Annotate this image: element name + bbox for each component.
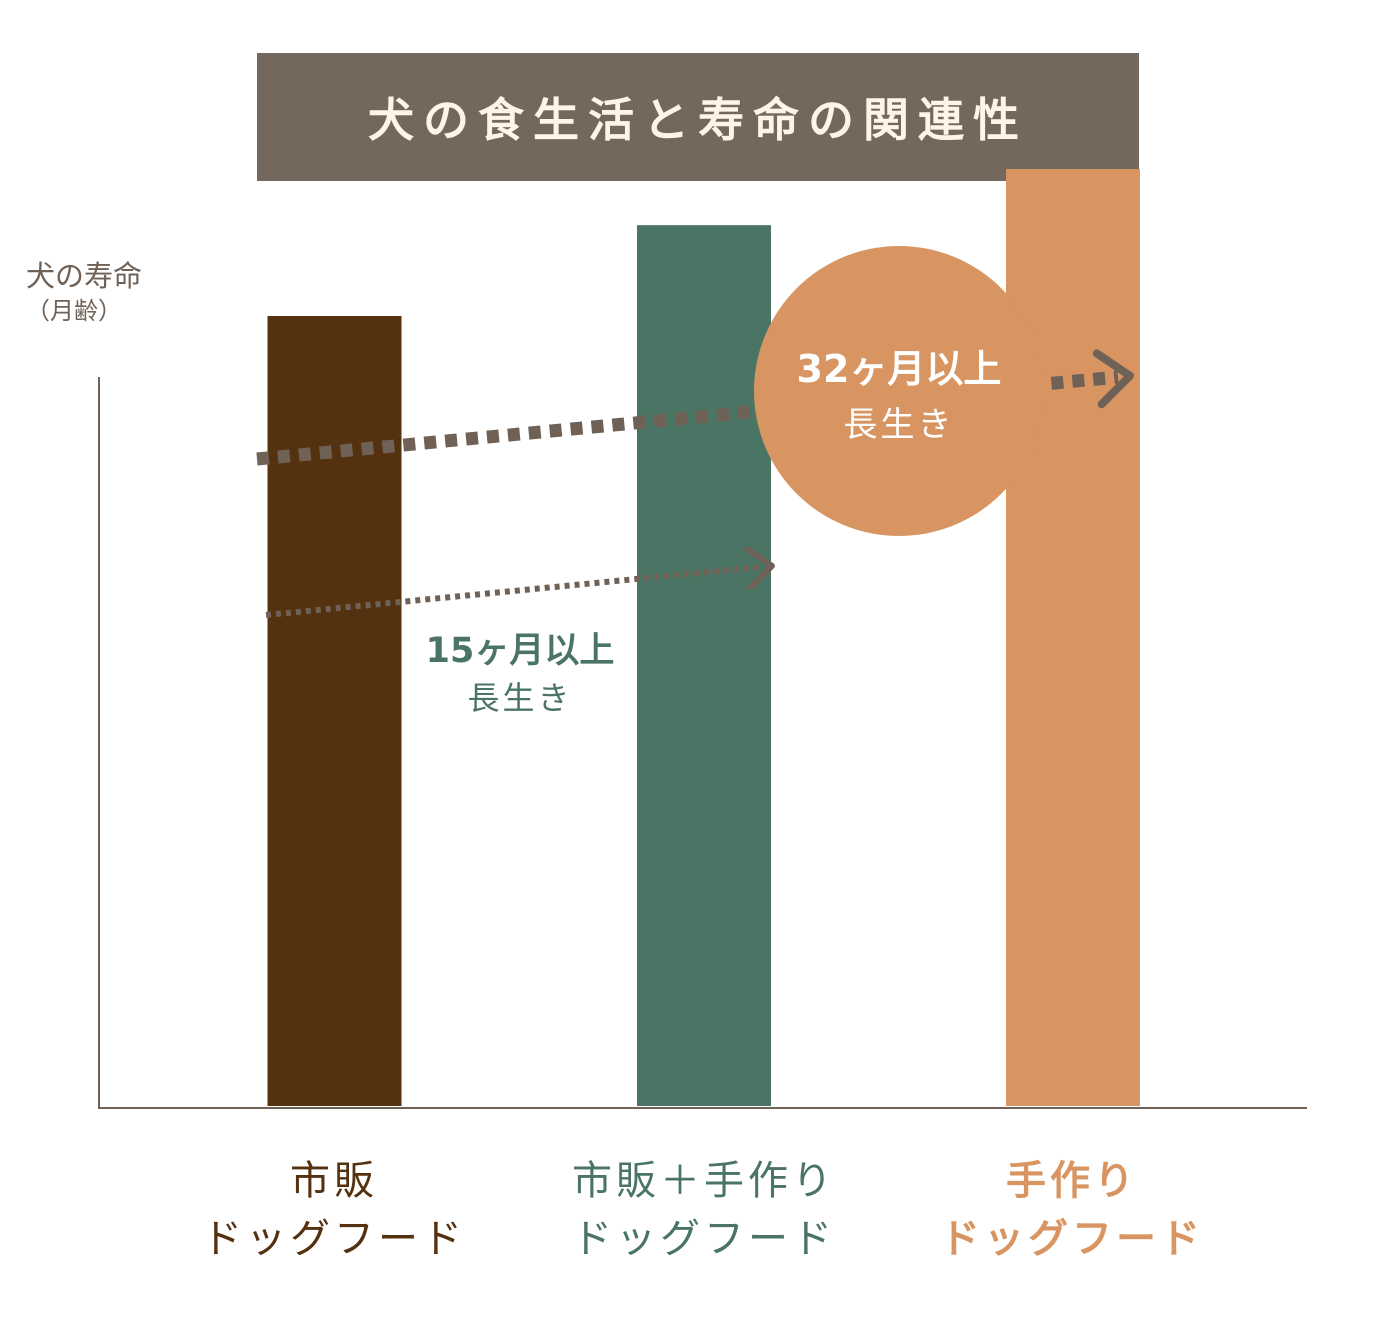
annotation-32-months-value: 32ヶ月以上 [796,347,1002,391]
annotation-32-months-text: 長生き [843,405,955,445]
y-axis-label: 犬の寿命 （月齢） [26,258,176,327]
y-axis-label-unit: （月齢） [26,296,122,325]
annotation-32-months: 32ヶ月以上 長生き [769,338,1029,446]
category-label-commercial-line1: 市販 [290,1158,378,1204]
category-label-mixed-line2: ドッグフード [572,1216,836,1262]
category-label-homemade: 手作り ドッグフード [917,1152,1227,1268]
category-label-commercial: 市販 ドッグフード [184,1152,484,1268]
trend-arrow-15-months [265,546,775,618]
category-label-mixed-line1: 市販＋手作り [572,1158,836,1204]
bar-commercial [267,316,402,1106]
bar-homemade [1006,169,1140,1106]
annotation-15-months-text: 長生き [467,679,573,717]
trend-arrow-15-months-head [744,546,775,591]
longevity-32-month-circle [754,246,1044,536]
bar-mixed [637,225,771,1106]
category-label-mixed: 市販＋手作り ドッグフード [534,1152,874,1268]
annotation-15-months: 15ヶ月以上 長生き [405,622,635,719]
trend-arrow-32-months-head [1092,349,1134,409]
y-axis-label-main: 犬の寿命 [26,259,143,293]
category-label-homemade-line1: 手作り [1006,1158,1138,1204]
chart-title-banner: 犬の食生活と寿命の関連性 [257,53,1139,181]
category-label-homemade-line2: ドッグフード [940,1216,1204,1262]
chart-title: 犬の食生活と寿命の関連性 [368,93,1028,147]
trend-arrow-15-months-line [265,564,761,618]
annotation-15-months-value: 15ヶ月以上 [425,631,615,671]
category-label-commercial-line2: ドッグフード [202,1216,466,1262]
